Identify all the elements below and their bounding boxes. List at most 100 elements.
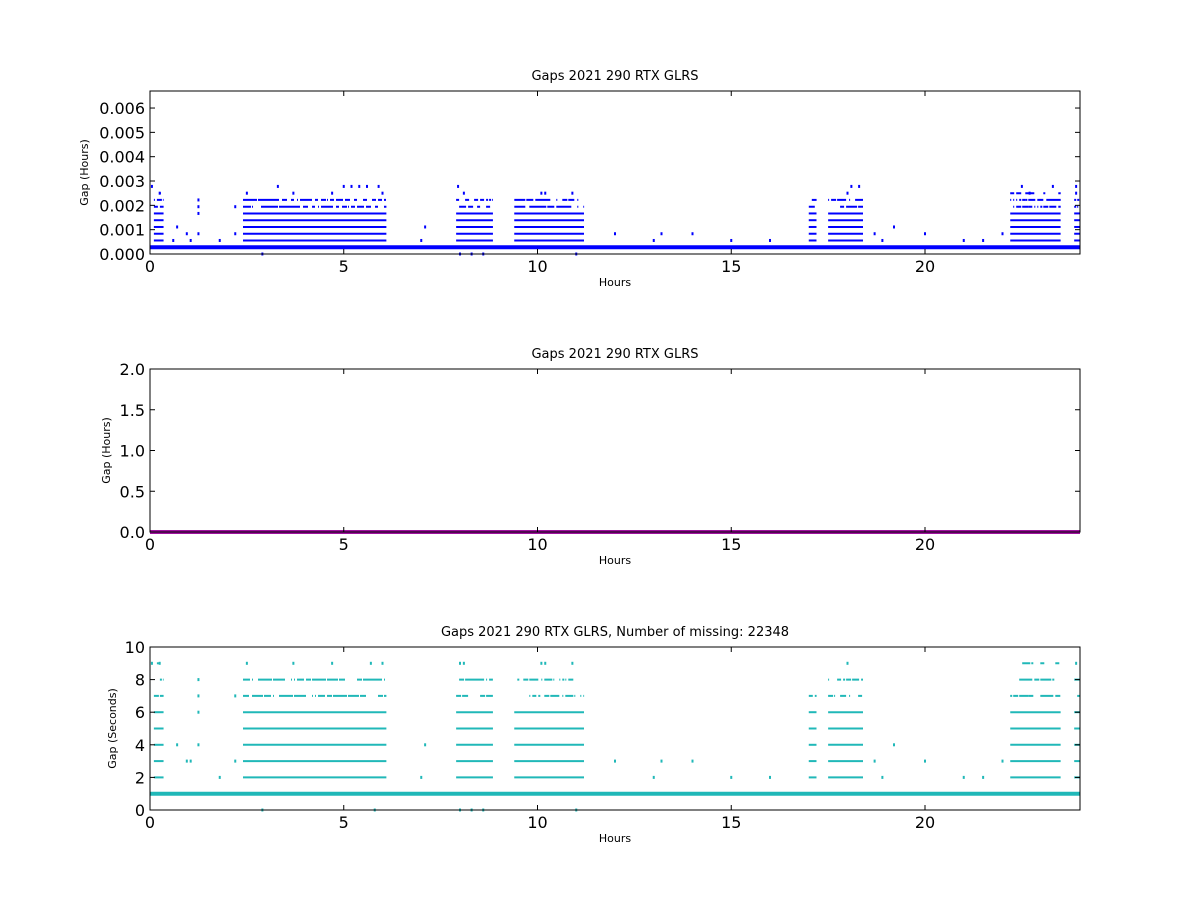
x-axis: 0 5 10 15 20 (145, 647, 935, 832)
gap-point (369, 661, 372, 665)
gap-point (197, 198, 200, 202)
gap-point (218, 775, 221, 779)
y-tick-label: 1.0 (120, 442, 145, 461)
y-tick-label: 2 (135, 768, 145, 787)
chart-panel-3: Gaps 2021 290 RTX GLRS, Number of missin… (106, 625, 1081, 845)
gap-point (197, 211, 200, 215)
gap-point (660, 759, 663, 763)
gap-point (1001, 232, 1004, 236)
gap-point (1075, 184, 1078, 188)
gap-point (462, 661, 465, 665)
gap-point (358, 184, 361, 188)
x-tick-label: 5 (339, 813, 349, 832)
gap-point (459, 661, 461, 665)
x-tick-label: 20 (915, 813, 935, 832)
gap-point (544, 191, 547, 195)
gap-point (158, 191, 161, 195)
gap-point (331, 661, 334, 665)
gap-point (185, 232, 188, 236)
gap-point (377, 184, 380, 188)
y-tick-label: 0.006 (99, 99, 145, 118)
gap-point (292, 661, 295, 665)
gap-point (292, 191, 295, 195)
y-tick-label: 0.003 (99, 172, 145, 191)
plot-frame (149, 646, 1081, 811)
x-axis: 0 5 10 15 20 (145, 369, 935, 554)
gap-point (420, 238, 423, 242)
gap-point (1020, 184, 1023, 188)
y-tick-label: 0.5 (120, 482, 145, 501)
gap-point (769, 238, 771, 242)
y-tick-label: 2.0 (120, 360, 145, 379)
gap-point (881, 775, 884, 779)
gap-point (245, 661, 248, 665)
gap-point (197, 710, 200, 714)
y-tick-label: 0.0 (120, 523, 145, 542)
series-gaps (150, 661, 1080, 812)
chart-panel-1: Gaps 2021 290 RTX GLRS Hours Gap (Hours) 0 5… (78, 69, 1081, 289)
gap-point (769, 775, 771, 779)
y-tick-label: 10 (125, 638, 145, 657)
x-tick-label: 15 (721, 535, 741, 554)
y-axis: 0.000 0.001 0.002 0.003 0.004 0.005 0.006 (99, 99, 1080, 264)
gap-point (189, 238, 192, 242)
gap-point (614, 759, 616, 763)
x-tick-label: 5 (339, 257, 349, 276)
gap-point (652, 238, 655, 242)
gap-point (1051, 184, 1054, 188)
x-tick-label: 10 (527, 257, 547, 276)
gap-point (1001, 759, 1004, 763)
gap-point (962, 238, 965, 242)
gap-point (197, 743, 200, 747)
plot-frame (149, 368, 1081, 533)
gap-point (1028, 191, 1031, 195)
gap-point (381, 661, 384, 665)
chart-title: Gaps 2021 290 RTX GLRS (531, 347, 698, 362)
gap-point (176, 225, 179, 229)
gap-point (571, 661, 574, 665)
gap-point (858, 184, 861, 188)
gap-point (846, 661, 849, 665)
gap-point (1075, 191, 1078, 195)
gap-point (420, 775, 423, 779)
gap-point (850, 184, 853, 188)
gap-point (924, 759, 926, 763)
gap-point (924, 232, 926, 236)
gap-point (652, 775, 655, 779)
plot-frame (149, 90, 1081, 255)
gap-point (881, 238, 884, 242)
chart-title: Gaps 2021 290 RTX GLRS, Number of missin… (441, 625, 789, 640)
x-tick-label: 10 (527, 535, 547, 554)
gap-point (893, 743, 895, 747)
gap-point (381, 191, 384, 195)
y-tick-label: 0.001 (99, 221, 145, 240)
gap-point (342, 184, 345, 188)
x-tick-label: 15 (721, 257, 741, 276)
gap-point (424, 225, 427, 229)
gap-point (1075, 661, 1078, 665)
gap-point (660, 232, 663, 236)
gap-point (197, 232, 200, 236)
gap-point (366, 184, 368, 188)
y-axis: 0 2 4 6 8 10 (125, 638, 1080, 820)
gap-point (276, 184, 279, 188)
x-axis-label: Hours (599, 832, 631, 845)
gap-point (245, 191, 248, 195)
y-tick-label: 0.002 (99, 196, 145, 215)
chart-panel-2: Gaps 2021 290 RTX GLRS Hours Gap (Hours) 0 5… (100, 347, 1081, 567)
gap-point (462, 191, 465, 195)
x-tick-label: 15 (721, 813, 741, 832)
gap-point (158, 661, 161, 665)
gap-point (873, 232, 876, 236)
gap-point (197, 694, 200, 698)
gap-point (176, 743, 179, 747)
y-tick-label: 8 (135, 671, 145, 690)
gap-point (730, 775, 733, 779)
gap-point (544, 661, 547, 665)
gap-point (962, 775, 965, 779)
gap-point (982, 238, 985, 242)
gap-point (540, 661, 543, 665)
gap-point (218, 238, 221, 242)
y-tick-label: 0.005 (99, 123, 145, 142)
